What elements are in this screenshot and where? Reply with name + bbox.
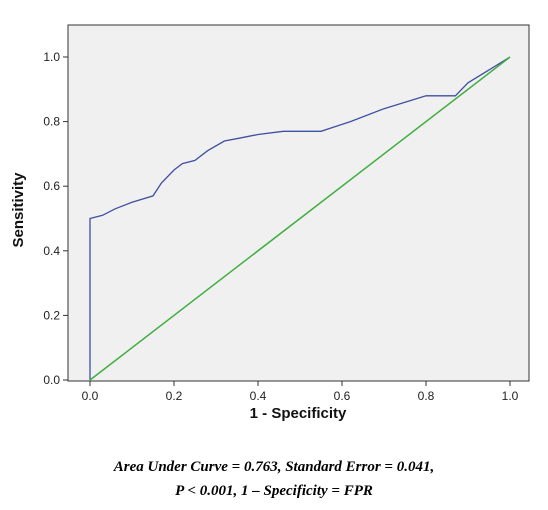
reference-diagonal-line (89, 56, 511, 381)
x-tick-label: 1.0 (502, 389, 519, 403)
caption-line-1: Area Under Curve = 0.763, Standard Error… (113, 459, 435, 475)
x-tick-label: 0.6 (334, 389, 351, 403)
ticks-layer: 0.0 0.2 0.4 0.6 0.8 1.0 0.0 0.2 0.4 0.6 0.8 1.0 (43, 50, 518, 403)
y-tick-label: 0.2 (43, 308, 60, 322)
x-tick-label: 0.2 (166, 389, 183, 403)
roc-chart: 0.0 0.2 0.4 0.6 0.8 1.0 0.0 0.2 0.4 0.6 0.8 1.0 1 -… (10, 24, 530, 422)
y-axis-title: Sensitivity (10, 172, 27, 248)
caption-line-2: P < 0.001, 1 – Specificity = FPR (175, 483, 373, 499)
y-tick-label: 1.0 (43, 50, 60, 64)
x-axis-title: 1 - Specificity (250, 405, 347, 422)
y-tick-label: 0.0 (43, 373, 60, 387)
roc-curve-line (89, 56, 511, 380)
series-layer (89, 56, 511, 381)
x-tick-label: 0.4 (250, 389, 267, 403)
x-tick-label: 0.0 (82, 389, 99, 403)
x-tick-label: 0.8 (418, 389, 435, 403)
plot-area (67, 24, 530, 382)
y-tick-label: 0.4 (43, 244, 60, 258)
y-tick-label: 0.8 (43, 115, 60, 129)
chart-caption: Area Under Curve = 0.763, Standard Error… (0, 455, 548, 503)
y-tick-label: 0.6 (43, 179, 60, 193)
